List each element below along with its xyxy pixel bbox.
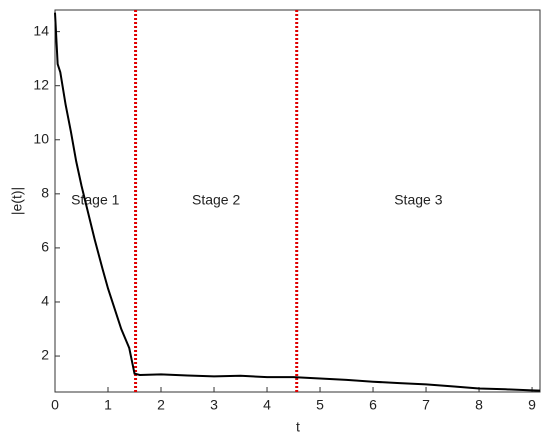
stage-label: Stage 3 [394,192,442,208]
x-tick-label: 3 [210,397,218,413]
y-tick-label: 14 [33,22,49,38]
x-tick-label: 6 [369,397,377,413]
x-axis-label: t [296,419,300,435]
y-tick-label: 6 [41,239,49,255]
x-tick-label: 5 [316,397,324,413]
y-axis-label: |e(t)| [9,187,25,215]
x-tick-label: 2 [157,397,165,413]
stage-label: Stage 2 [192,192,240,208]
x-tick-label: 1 [104,397,112,413]
x-tick-label: 9 [528,397,536,413]
x-tick-label: 0 [51,397,59,413]
data-line [54,12,541,392]
stage-label: Stage 1 [71,192,119,208]
y-tick-label: 12 [33,76,49,92]
y-tick-label: 8 [41,185,49,201]
x-tick-label: 8 [475,397,483,413]
x-tick-label: 7 [422,397,430,413]
y-tick-label: 10 [33,130,49,146]
y-tick-label: 2 [41,347,49,363]
x-tick-label: 4 [263,397,271,413]
y-tick-label: 4 [41,293,49,309]
